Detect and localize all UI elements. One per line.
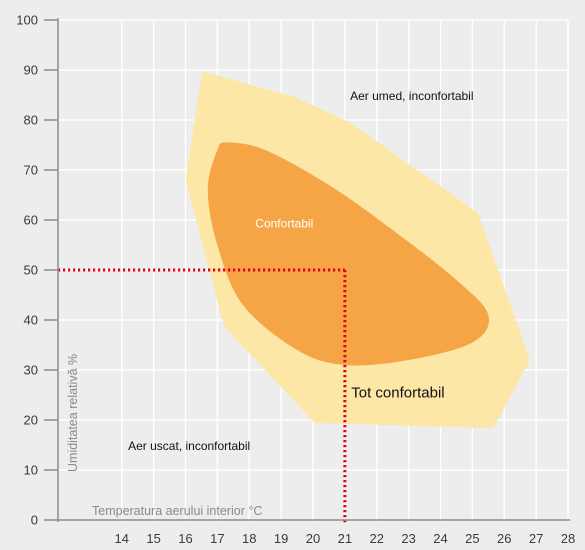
axes [44, 18, 570, 522]
x-tick-label: 19 [274, 531, 288, 546]
x-tick-label: 22 [370, 531, 384, 546]
x-tick-label: 23 [401, 531, 415, 546]
x-tick-label: 18 [242, 531, 256, 546]
annotation-still-comfortable: Tot confortabil [351, 385, 444, 402]
x-tick-label: 16 [178, 531, 192, 546]
y-tick-label: 40 [24, 313, 38, 328]
x-axis-title: Temperatura aerului interior °C [92, 504, 262, 518]
reference-lines [58, 268, 347, 523]
x-tick-label: 27 [529, 531, 543, 546]
annotation-comfortable: Confortabil [255, 217, 313, 231]
annotation-dry-uncomfortable: Aer uscat, inconfortabil [128, 439, 250, 453]
x-tick-label: 21 [338, 531, 352, 546]
annotation-humid-uncomfortable: Aer umed, inconfortabil [350, 89, 473, 103]
y-tick-label: 80 [24, 113, 38, 128]
x-tick-label: 15 [146, 531, 160, 546]
y-tick-label: 20 [24, 413, 38, 428]
y-tick-label: 90 [24, 63, 38, 78]
region-confortabil [207, 142, 489, 366]
x-tick-label: 17 [210, 531, 224, 546]
comfort-regions [185, 72, 530, 428]
y-tick-label: 100 [16, 13, 38, 28]
y-tick-labels: 0 10 20 30 40 50 60 70 80 90 100 [16, 13, 38, 528]
x-tick-label: 25 [465, 531, 479, 546]
y-tick-label: 50 [24, 263, 38, 278]
x-tick-labels: 14 15 16 17 18 19 20 21 22 23 24 25 26 27 28 [115, 531, 576, 546]
y-tick-label: 60 [24, 213, 38, 228]
x-tick-label: 28 [561, 531, 575, 546]
y-tick-label: 10 [24, 463, 38, 478]
y-tick-label: 0 [31, 513, 38, 528]
x-tick-label: 24 [433, 531, 447, 546]
y-tick-label: 70 [24, 163, 38, 178]
x-tick-label: 14 [115, 531, 129, 546]
x-tick-label: 20 [306, 531, 320, 546]
y-tick-label: 30 [24, 363, 38, 378]
x-tick-label: 26 [497, 531, 511, 546]
y-axis-title: Umiditatea relativă % [66, 354, 80, 472]
